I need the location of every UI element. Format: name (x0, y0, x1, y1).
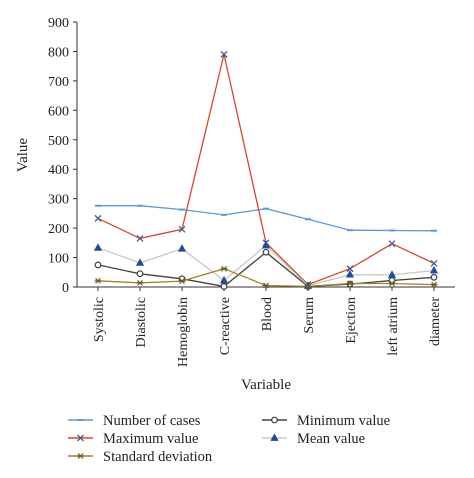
data-point-maximum-value (178, 225, 186, 233)
x-tick-label: Hemoglobin (176, 297, 191, 367)
series-line-minimum-value (97, 251, 435, 288)
series-line-standard-deviation (97, 268, 435, 288)
y-tick-label: 800 (48, 45, 69, 60)
data-point-standard-deviation (220, 265, 228, 272)
legend-label: Mean value (297, 431, 365, 447)
data-point-maximum-value (388, 240, 396, 248)
x-tick-label: C-reactive (218, 297, 233, 355)
x-tick-label: diameter (428, 297, 443, 346)
legend-marker (271, 416, 278, 424)
data-point-minimum-value (262, 248, 270, 256)
data-point-standard-deviation (346, 280, 354, 287)
data-point-minimum-value (220, 283, 228, 290)
y-tick-labels: 0 100 200 300 400 500 600 700 800 900 (48, 16, 77, 296)
series-mean-value (93, 240, 439, 289)
legend-marker (270, 433, 279, 441)
legend-label: Number of cases (103, 413, 201, 429)
data-point-minimum-value (94, 261, 102, 269)
y-tick-label: 100 (48, 252, 69, 267)
x-axis-label: Variable (241, 377, 291, 393)
legend-item-standard-deviation: Standard deviation (68, 449, 213, 465)
data-point-standard-deviation (430, 281, 438, 288)
data-point-mean-value (177, 244, 187, 252)
legend-label: Maximum value (103, 431, 198, 447)
data-point-standard-deviation (136, 279, 144, 286)
legend-item-mean-value: Mean value (262, 431, 365, 447)
legend-label: Standard deviation (103, 449, 213, 465)
data-point-mean-value (93, 243, 103, 251)
y-tick-label: 900 (48, 16, 69, 31)
y-tick-label: 500 (48, 134, 69, 149)
legend-label: Minimum value (297, 413, 390, 429)
data-point-mean-value (219, 275, 229, 284)
data-point-minimum-value (136, 270, 144, 278)
data-point-standard-deviation (388, 280, 396, 287)
series-group (93, 50, 439, 290)
data-point-minimum-value (430, 273, 438, 281)
legend-marker (77, 453, 84, 459)
y-tick-label: 600 (48, 104, 69, 119)
y-tick-label: 400 (48, 163, 69, 178)
y-tick-label: 0 (62, 281, 69, 296)
legend: Number of cases Minimum value Maximum valu… (68, 413, 390, 465)
data-point-mean-value (429, 265, 439, 274)
x-tick-label: Systolic (92, 297, 107, 342)
legend-marker (77, 434, 84, 442)
legend-item-minimum-value: Minimum value (262, 413, 390, 429)
data-point-mean-value (261, 240, 271, 249)
legend-item-number-of-cases: Number of cases (68, 413, 201, 429)
data-point-standard-deviation (304, 283, 312, 290)
x-tick-labels: Systolic Diastolic Hemoglobin C-reactive Blo… (92, 287, 443, 367)
data-point-standard-deviation (178, 278, 186, 285)
x-tick-label: Diastolic (134, 297, 149, 348)
data-point-minimum-value (388, 277, 396, 284)
x-tick-label: left atrium (386, 297, 401, 356)
x-tick-label: Blood (260, 297, 275, 331)
data-point-maximum-value (94, 214, 102, 222)
y-tick-label: 300 (48, 193, 69, 208)
legend-item-maximum-value: Maximum value (68, 431, 198, 447)
y-tick-label: 700 (48, 75, 69, 90)
data-point-standard-deviation (94, 277, 102, 284)
data-point-maximum-value (136, 234, 144, 242)
x-tick-label: Serum (302, 297, 317, 334)
y-axis-label: Value (15, 138, 31, 172)
x-tick-label: Ejection (344, 297, 359, 344)
data-point-maximum-value (430, 259, 438, 267)
data-point-mean-value (135, 258, 145, 266)
data-point-mean-value (345, 270, 355, 278)
y-tick-label: 200 (48, 222, 69, 237)
series-standard-deviation (94, 265, 438, 290)
data-point-standard-deviation (262, 282, 270, 289)
data-point-maximum-value (346, 265, 354, 273)
data-point-maximum-value (220, 50, 228, 58)
series-number-of-cases (95, 204, 437, 232)
data-point-mean-value (387, 270, 397, 278)
